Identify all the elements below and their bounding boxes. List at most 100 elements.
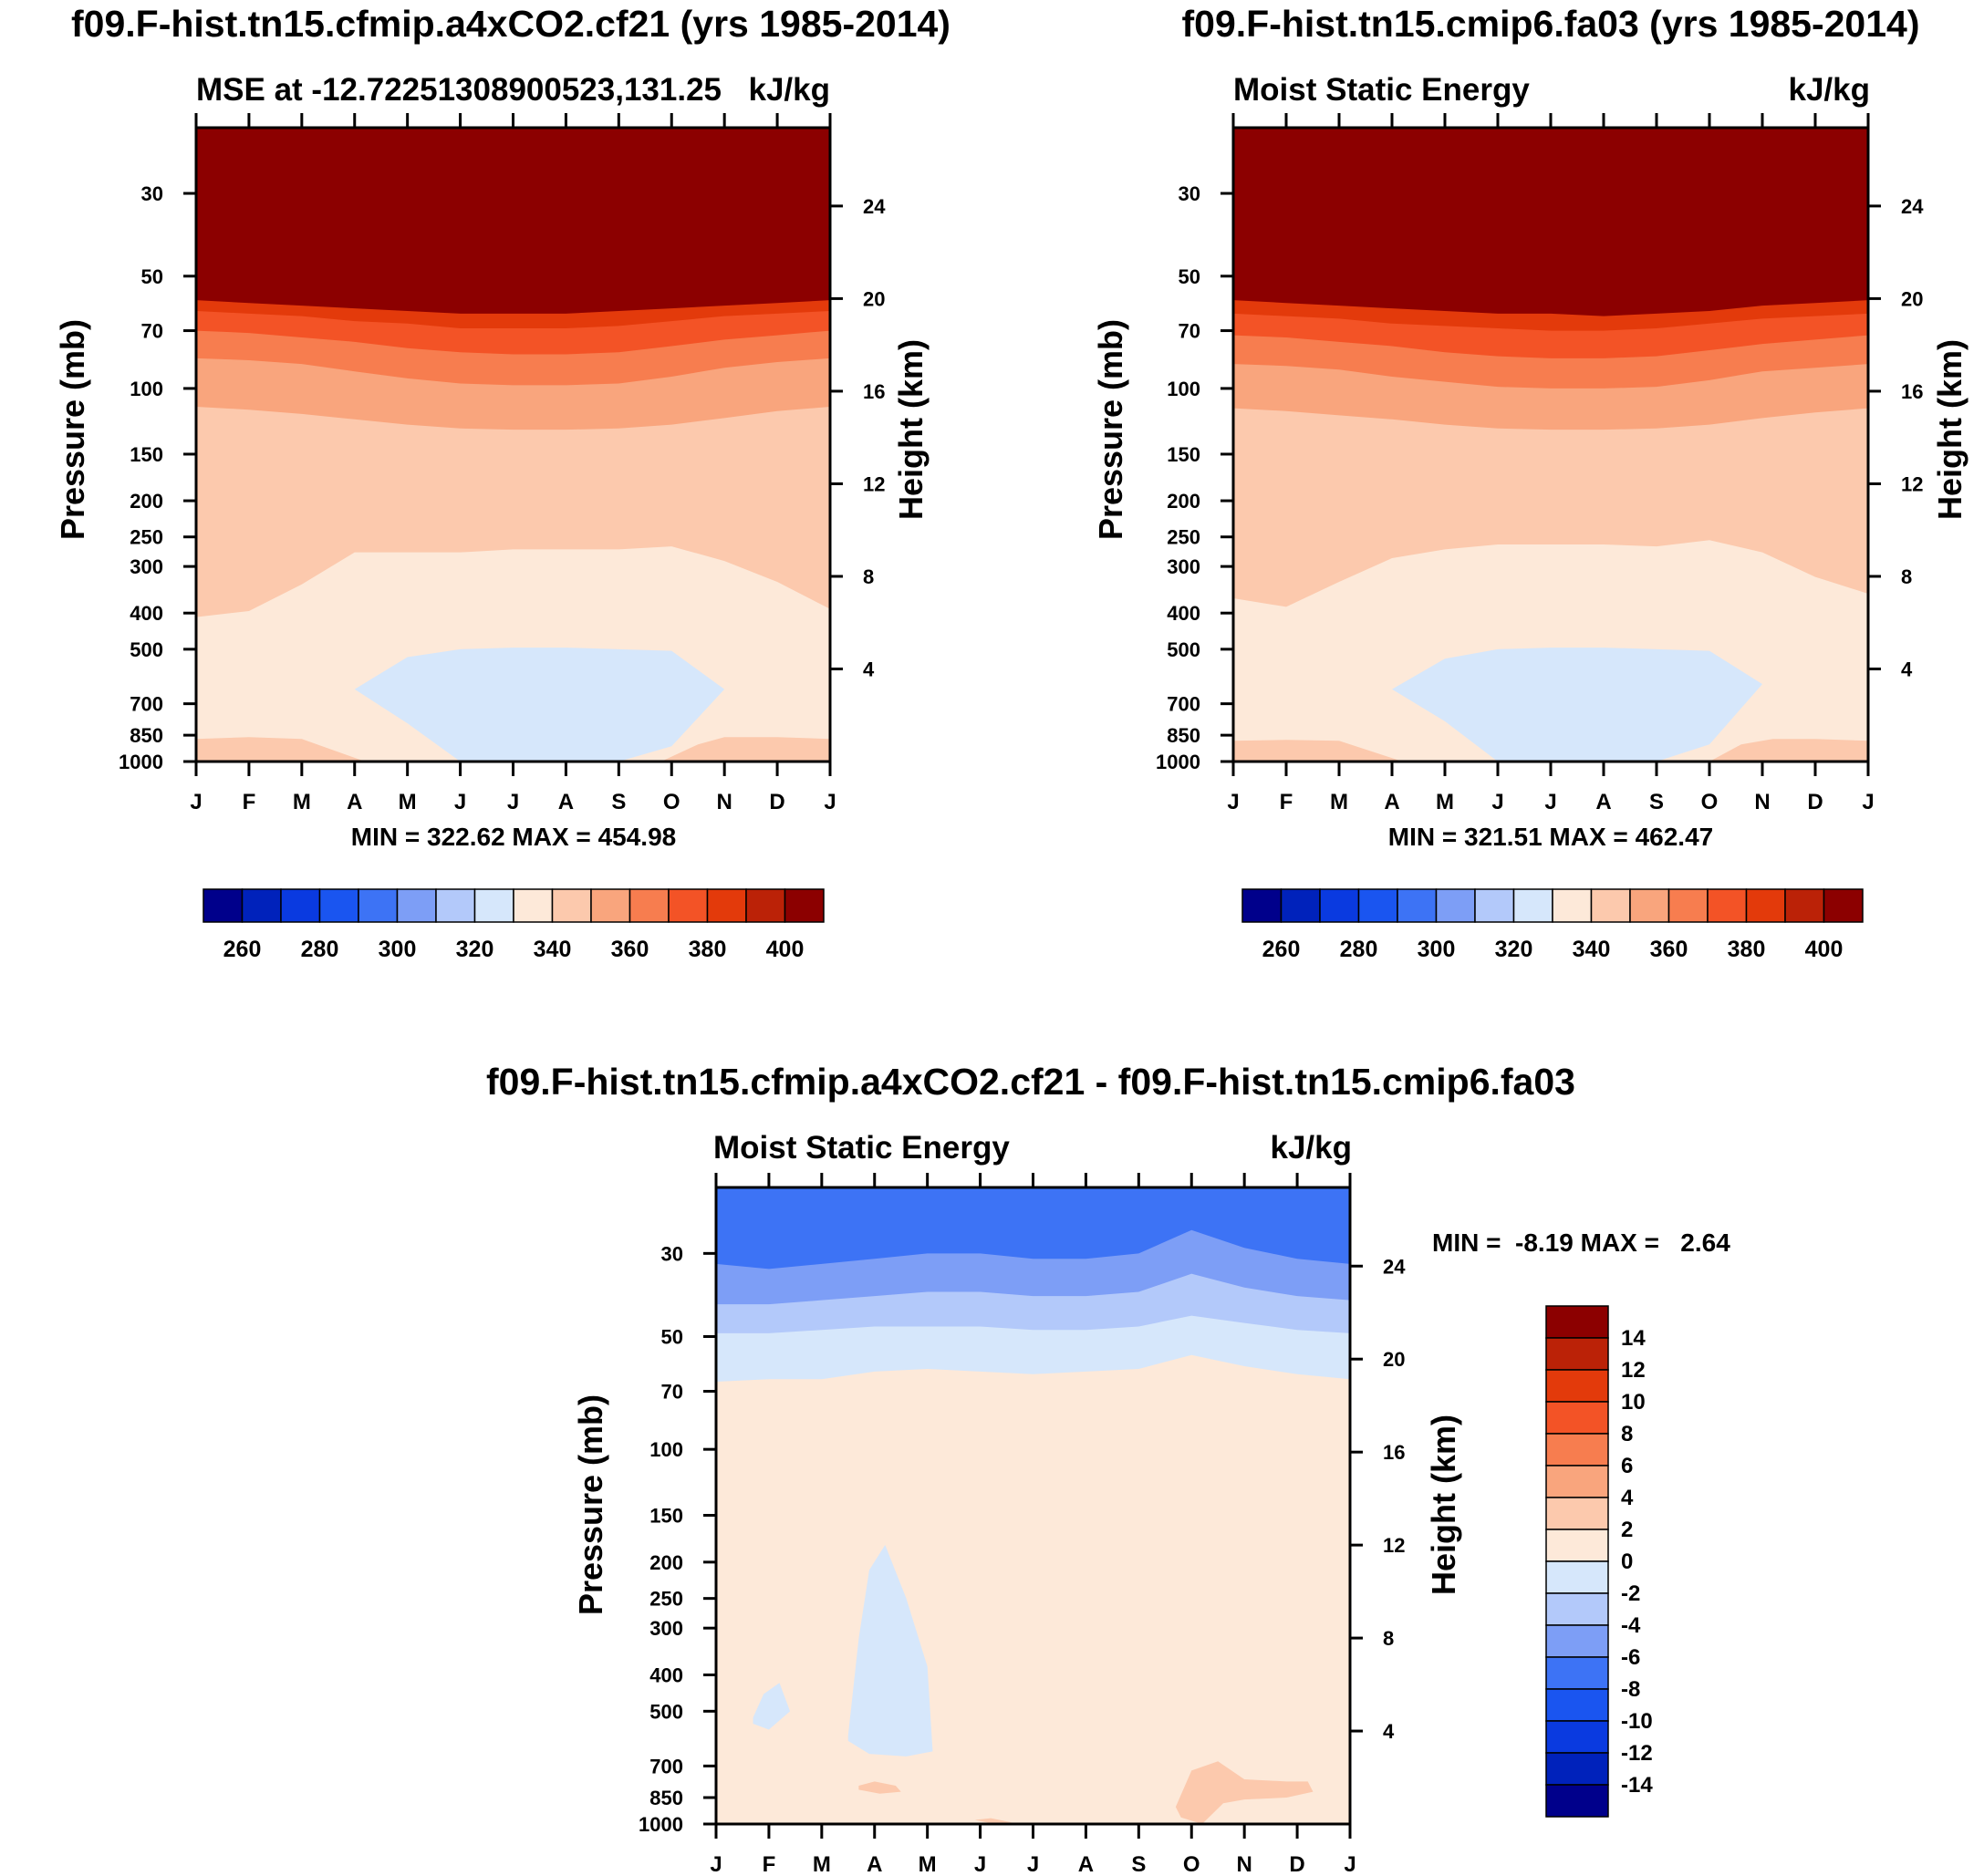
panel-2-height-label: Height (km) xyxy=(1931,339,1968,520)
colorbar-box xyxy=(473,888,514,923)
x-tick-label: D xyxy=(1289,1852,1304,1876)
colorbar-box xyxy=(318,888,359,923)
panel-1-axes: J F M A M J J A S O N D J 30 50 70 100 150 200 250 300 400 500… xyxy=(119,113,886,814)
panel-1-min-max: MIN = 322.62 MAX = 454.98 xyxy=(351,823,676,851)
colorbar-box xyxy=(1629,888,1670,923)
colorbar-box xyxy=(1545,1624,1609,1658)
positive-patch-1 xyxy=(858,1781,901,1794)
colorbar-label: -4 xyxy=(1621,1613,1641,1638)
pressure-tick-label: 300 xyxy=(1167,555,1200,578)
x-tick-label: M xyxy=(1330,790,1348,814)
height-tick-label: 16 xyxy=(1901,380,1923,403)
pressure-tick-label: 850 xyxy=(130,724,163,747)
pressure-tick-label: 500 xyxy=(1167,638,1200,661)
pressure-tick-label: 150 xyxy=(1167,443,1200,466)
panel-1-pressure-label: Pressure (mb) xyxy=(54,319,91,540)
colorbar-box xyxy=(1474,888,1515,923)
colorbar-box xyxy=(1784,888,1825,923)
pressure-tick-label: 1000 xyxy=(1156,751,1200,773)
pressure-tick-label: 1000 xyxy=(119,751,163,773)
pressure-tick-label: 30 xyxy=(661,1242,683,1265)
height-tick-label: 16 xyxy=(863,380,885,403)
colorbar-label: -12 xyxy=(1621,1741,1653,1766)
pressure-tick-label: 100 xyxy=(1167,378,1200,400)
colorbar-box xyxy=(590,888,631,923)
x-tick-label: F xyxy=(1280,790,1293,814)
colorbar-label: 4 xyxy=(1621,1486,1634,1510)
pressure-tick-label: 50 xyxy=(1179,265,1200,288)
colorbar-label: 12 xyxy=(1621,1358,1646,1383)
negative-patch-1 xyxy=(753,1683,791,1730)
colorbar-label: 320 xyxy=(456,937,494,962)
height-tick-label: 8 xyxy=(863,565,874,588)
panel-3-axes: J F M A M J J A S O N D J 30 50 70 100 150 200 250 300 400 500… xyxy=(639,1173,1406,1876)
height-tick-label: 24 xyxy=(863,195,886,218)
colorbar-label: 300 xyxy=(1418,937,1456,962)
pressure-tick-label: 850 xyxy=(649,1787,683,1809)
colorbar-box xyxy=(1545,1688,1609,1722)
colorbar-label: 340 xyxy=(1573,937,1611,962)
colorbar-box xyxy=(1545,1305,1609,1339)
panel-1-left-string: MSE at -12.72251308900523,131.25 xyxy=(196,72,722,108)
pressure-tick-label: 250 xyxy=(130,526,163,549)
pressure-tick-label: 30 xyxy=(1179,182,1200,205)
pressure-tick-label: 400 xyxy=(130,602,163,625)
colorbar-box xyxy=(1545,1784,1609,1818)
colorbar-box xyxy=(1545,1497,1609,1530)
x-tick-label: J xyxy=(1027,1852,1039,1876)
colorbar-box xyxy=(203,888,244,923)
panel-1-contour-fills xyxy=(196,128,830,762)
near-surface-band-2 xyxy=(1709,739,1868,762)
colorbar-box xyxy=(1241,888,1283,923)
x-tick-label: A xyxy=(1384,790,1399,814)
x-tick-label: S xyxy=(611,790,626,814)
colorbar-label: 280 xyxy=(1340,937,1378,962)
colorbar-label: 10 xyxy=(1621,1390,1646,1415)
pressure-tick-label: 250 xyxy=(1167,526,1200,549)
panel-1-colorbar: 260 280 300 320 340 360 380 400 xyxy=(203,888,825,962)
x-tick-label: S xyxy=(1131,1852,1146,1876)
contour-band-0 xyxy=(716,1354,1350,1824)
pressure-tick-label: 50 xyxy=(661,1325,683,1348)
colorbar-box xyxy=(513,888,554,923)
pressure-tick-label: 300 xyxy=(649,1617,683,1640)
pressure-tick-label: 400 xyxy=(649,1664,683,1687)
colorbar-box xyxy=(1545,1752,1609,1786)
colorbar-box xyxy=(1545,1529,1609,1562)
panel-2-colorbar: 260 280 300 320 340 360 380 400 xyxy=(1241,888,1864,962)
pressure-tick-label: 200 xyxy=(649,1551,683,1574)
pressure-tick-label: 500 xyxy=(649,1700,683,1723)
colorbar-label: 320 xyxy=(1495,937,1533,962)
height-tick-label: 8 xyxy=(1901,565,1912,588)
panel-3-left-string: Moist Static Energy xyxy=(713,1130,1010,1166)
colorbar-label: 400 xyxy=(1805,937,1844,962)
colorbar-box xyxy=(706,888,747,923)
blue-region-320-330 xyxy=(354,648,725,762)
x-tick-label: M xyxy=(919,1852,937,1876)
colorbar-box xyxy=(745,888,786,923)
colorbar-box xyxy=(1552,888,1593,923)
panel-3-plot xyxy=(716,1187,1350,1824)
panel-1-plot xyxy=(196,128,830,762)
pressure-tick-label: 300 xyxy=(130,555,163,578)
height-tick-label: 4 xyxy=(1383,1720,1395,1743)
pressure-tick-label: 200 xyxy=(130,490,163,513)
near-surface-band-1 xyxy=(196,737,366,762)
colorbar-box xyxy=(280,888,321,923)
colorbar-label: 360 xyxy=(611,937,649,962)
colorbar-box xyxy=(241,888,282,923)
height-tick-label: 4 xyxy=(1901,658,1913,680)
x-tick-label: J xyxy=(454,790,466,814)
panel-3-right-string: kJ/kg xyxy=(1271,1130,1353,1166)
height-tick-label: 24 xyxy=(1383,1255,1406,1278)
colorbar-label: -8 xyxy=(1621,1677,1640,1702)
pressure-tick-label: 70 xyxy=(661,1381,683,1404)
pressure-tick-label: 700 xyxy=(1167,693,1200,716)
colorbar-box xyxy=(1545,1433,1609,1467)
pressure-tick-label: 1000 xyxy=(639,1813,683,1836)
height-tick-label: 12 xyxy=(863,472,885,495)
pressure-tick-label: 500 xyxy=(130,638,163,661)
x-tick-label: J xyxy=(824,790,836,814)
panel-1-right-string: kJ/kg xyxy=(749,72,831,108)
